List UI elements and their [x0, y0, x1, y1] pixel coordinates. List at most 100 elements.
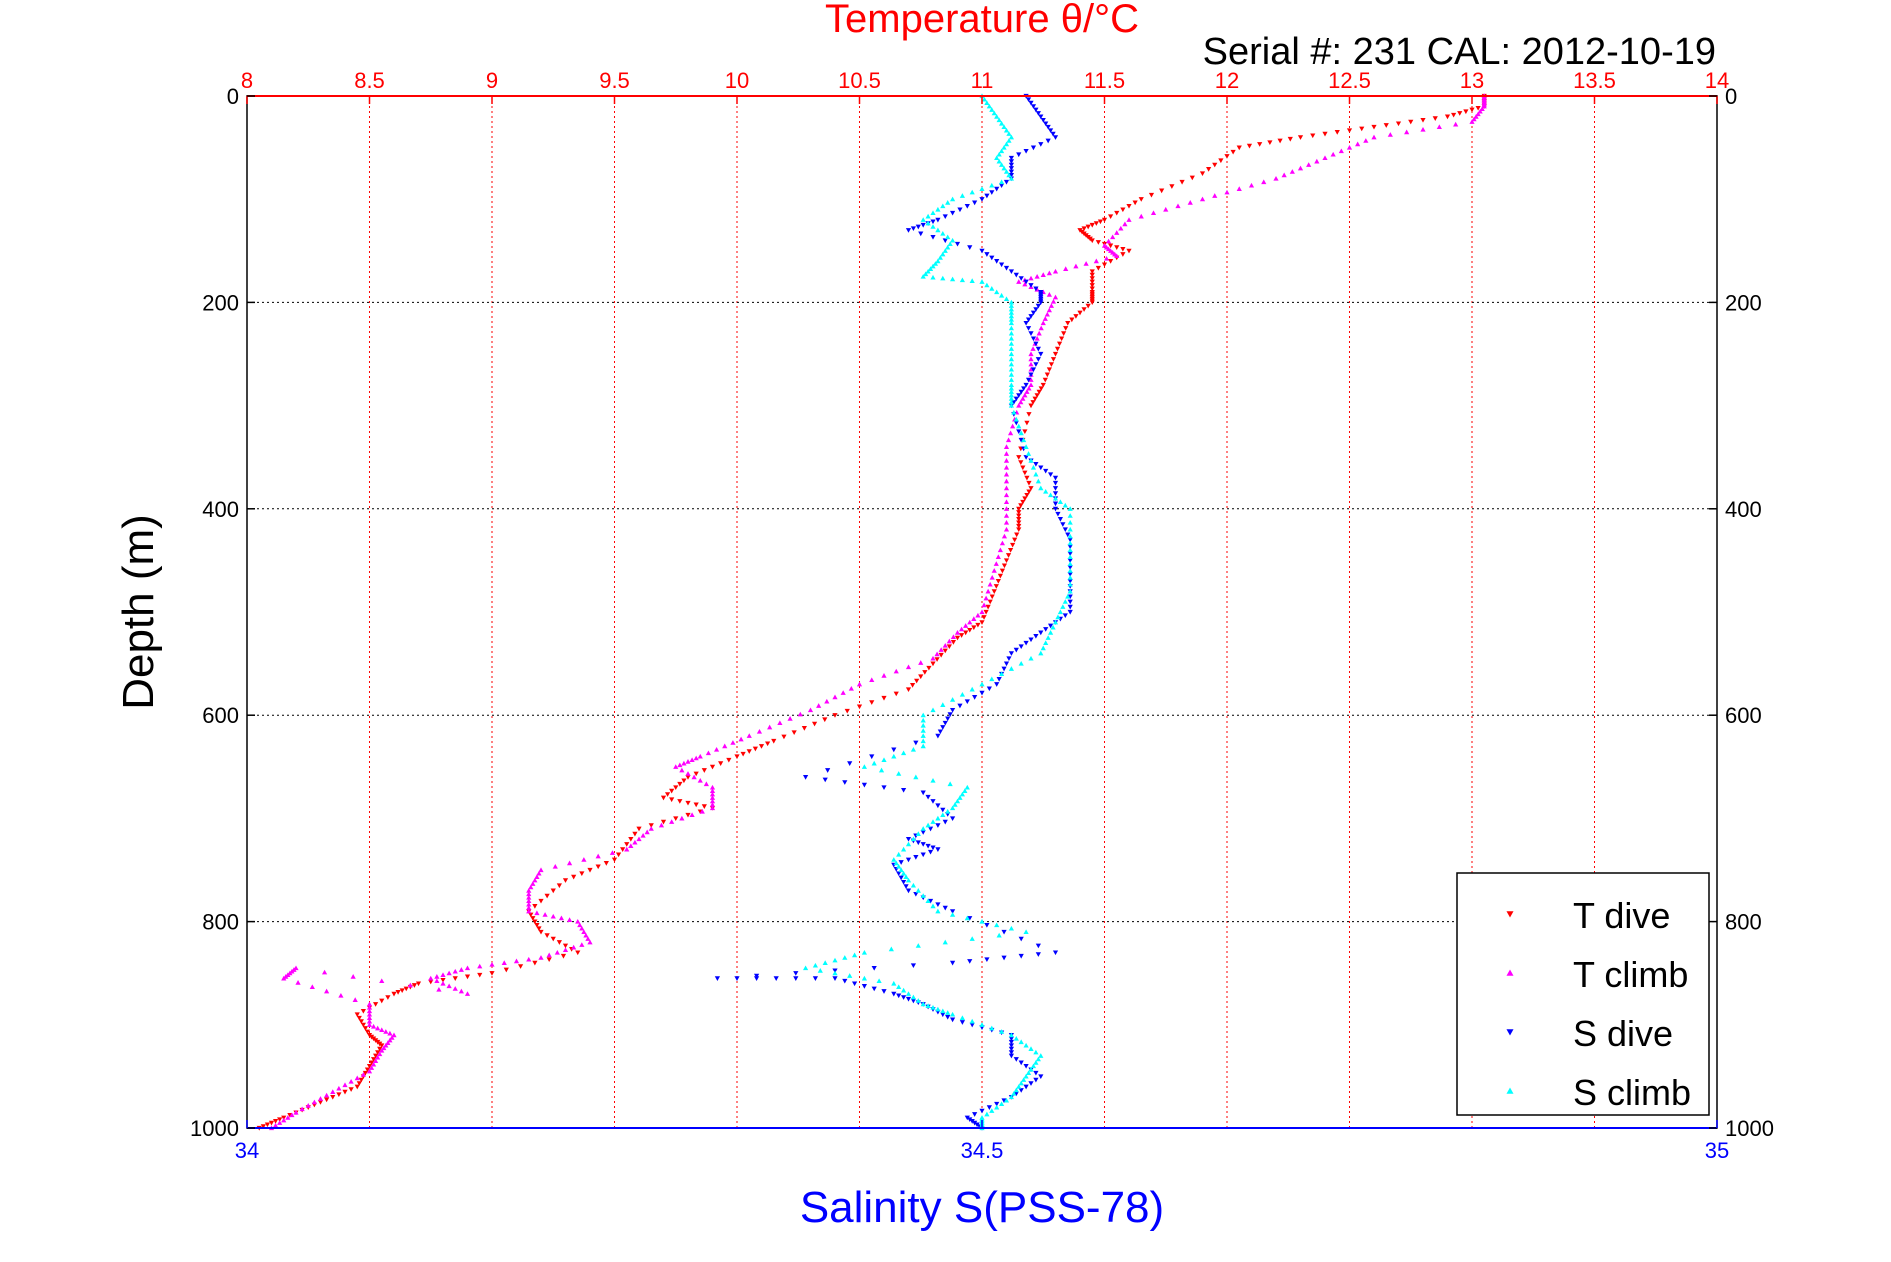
data-point [1008, 310, 1014, 315]
data-point [985, 604, 991, 610]
x-bottom-tick-label: 34 [235, 1138, 259, 1163]
data-point [534, 874, 540, 879]
data-point [979, 186, 985, 191]
data-point [959, 1015, 965, 1020]
data-point [942, 248, 948, 253]
data-point [979, 690, 985, 696]
data-point [881, 785, 887, 791]
data-point [1048, 630, 1054, 635]
data-point [1008, 320, 1014, 326]
data-point [740, 751, 746, 757]
data-point [544, 933, 550, 938]
data-point [1059, 336, 1065, 342]
data-point [1038, 325, 1044, 331]
data-point [566, 860, 573, 866]
data-point [338, 992, 344, 998]
x-top-tick-label: 8.5 [354, 68, 385, 93]
data-point [994, 155, 1000, 160]
data-point [658, 822, 665, 828]
data-point [1473, 114, 1479, 119]
data-point [811, 721, 818, 727]
data-point [979, 248, 985, 254]
data-point [1016, 510, 1022, 515]
data-point [1477, 108, 1483, 114]
data-point [1052, 486, 1059, 491]
chart-title: Temperature θ/°C [825, 0, 1139, 41]
data-point [387, 1030, 393, 1036]
data-point [1062, 527, 1068, 533]
data-point [377, 1051, 383, 1057]
data-point [920, 826, 926, 831]
data-point [842, 955, 848, 960]
data-point [1043, 121, 1049, 127]
data-point [940, 702, 946, 707]
data-point [771, 738, 777, 744]
data-point [1008, 351, 1014, 357]
data-point [587, 939, 593, 945]
data-point [1060, 522, 1066, 527]
data-point [793, 976, 799, 981]
data-point [1018, 430, 1024, 436]
data-point [1048, 303, 1055, 308]
data-point [969, 686, 975, 692]
data-point [878, 767, 885, 773]
data-point [558, 915, 565, 921]
data-point [1008, 306, 1014, 312]
data-point [1052, 506, 1059, 512]
data-point [1175, 203, 1181, 209]
data-point [1138, 213, 1144, 219]
data-point [1025, 326, 1032, 331]
data-point [1048, 623, 1054, 629]
data-point [1025, 451, 1032, 456]
data-point [1457, 111, 1463, 116]
data-point [1122, 221, 1128, 227]
data-point [985, 588, 991, 594]
data-point [891, 857, 897, 862]
data-point [1033, 362, 1039, 367]
data-point [903, 874, 909, 879]
data-point [1093, 258, 1099, 264]
data-point [920, 893, 926, 898]
data-point [528, 912, 534, 918]
data-point [1023, 320, 1029, 326]
data-point [660, 819, 667, 825]
data-point [915, 840, 921, 846]
data-point [920, 842, 926, 847]
data-point [920, 830, 926, 835]
data-point [1008, 651, 1014, 656]
data-point [822, 717, 828, 723]
data-point [1436, 124, 1442, 130]
data-point [803, 775, 809, 780]
data-point [366, 1011, 373, 1017]
data-point [685, 812, 691, 818]
data-point [1025, 1070, 1032, 1076]
data-point [1008, 399, 1014, 405]
data-point [891, 980, 897, 986]
data-point [861, 782, 867, 788]
data-point [350, 974, 356, 979]
data-point [972, 695, 978, 700]
data-point [971, 616, 977, 621]
data-point [940, 1008, 946, 1014]
data-point [1013, 1087, 1019, 1093]
data-point [503, 967, 509, 973]
data-point [1120, 207, 1126, 213]
data-point [997, 573, 1003, 579]
data-point [528, 884, 534, 890]
data-point [940, 231, 946, 236]
data-point [385, 1040, 391, 1045]
data-point [957, 703, 963, 709]
data-point [896, 851, 902, 857]
data-point [905, 888, 912, 894]
data-point [1014, 532, 1020, 538]
data-point [464, 991, 471, 996]
data-point [950, 634, 957, 640]
data-point [842, 780, 848, 785]
data-point [1118, 225, 1124, 231]
data-point [1008, 299, 1014, 305]
legend-items: T dive T climb S dive S climb [1506, 895, 1691, 1113]
data-point [330, 1089, 336, 1094]
data-point [787, 716, 793, 721]
data-point [950, 707, 956, 713]
